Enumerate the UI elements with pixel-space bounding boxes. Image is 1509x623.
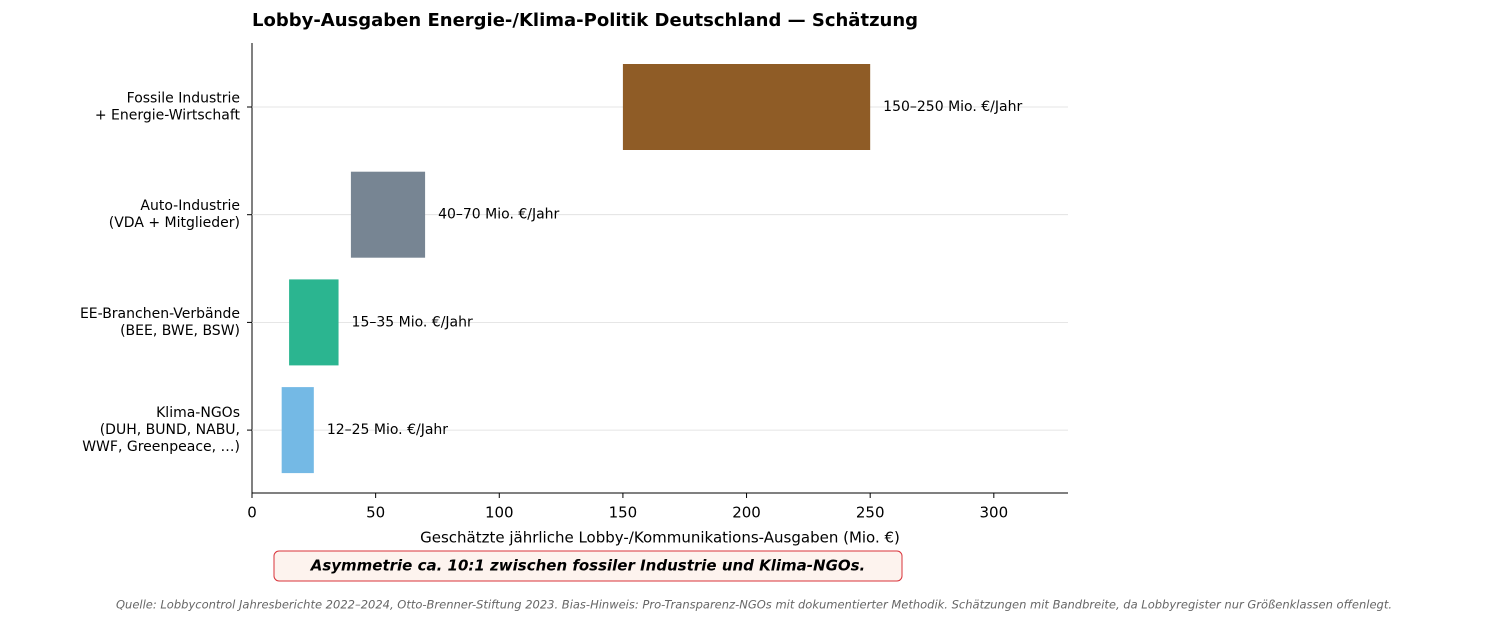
annotation-box [273, 550, 903, 582]
y-tick-label-line: (VDA + Mitglieder) [109, 215, 240, 231]
x-tick-label: 150 [609, 504, 638, 522]
x-tick-label: 50 [366, 504, 385, 522]
y-tick-label-line: (BEE, BWE, BSW) [120, 323, 240, 339]
source-note: Quelle: Lobbycontrol Jahresberichte 2022… [116, 598, 1392, 612]
range-bar [289, 279, 339, 366]
x-tick-label: 250 [856, 504, 885, 522]
y-tick-label: Klima-NGOs (DUH, BUND, NABU, WWF, Greenpea… [82, 405, 240, 455]
y-tick-label-line: Auto-Industrie [140, 198, 240, 214]
x-tick-label: 300 [979, 504, 1008, 522]
y-tick-label-line: WWF, Greenpeace, …) [82, 439, 240, 455]
y-tick-label: Fossile Industrie + Energie-Wirtschaft [95, 91, 241, 124]
y-tick-label-line: Klima-NGOs [156, 405, 240, 421]
value-label: 12–25 Mio. €/Jahr [327, 422, 448, 438]
range-bar [281, 387, 314, 474]
annotation: Asymmetrie ca. 10:1 zwischen fossiler In… [310, 557, 866, 575]
value-label: 40–70 Mio. €/Jahr [438, 207, 559, 223]
y-tick-label: Auto-Industrie (VDA + Mitglieder) [109, 198, 240, 231]
y-tick-label-line: EE-Branchen-Verbände [80, 306, 240, 322]
value-label: 15–35 Mio. €/Jahr [352, 314, 473, 330]
x-tick-label: 100 [485, 504, 514, 522]
y-tick-label-line: Fossile Industrie [127, 91, 240, 107]
range-bar [350, 171, 426, 258]
chart-title: Lobby-Ausgaben Energie-/Klima-Politik De… [252, 10, 918, 31]
x-tick-label: 200 [732, 504, 761, 522]
y-tick-label: EE-Branchen-Verbände (BEE, BWE, BSW) [80, 306, 240, 339]
x-tick-label: 0 [247, 504, 257, 522]
value-label: 150–250 Mio. €/Jahr [883, 99, 1022, 115]
y-tick-label-line: + Energie-Wirtschaft [95, 108, 241, 124]
y-tick-label-line: (DUH, BUND, NABU, [100, 422, 240, 438]
range-bar [622, 64, 871, 150]
x-axis-label: Geschätzte jährliche Lobby-/Kommunikatio… [420, 529, 900, 547]
